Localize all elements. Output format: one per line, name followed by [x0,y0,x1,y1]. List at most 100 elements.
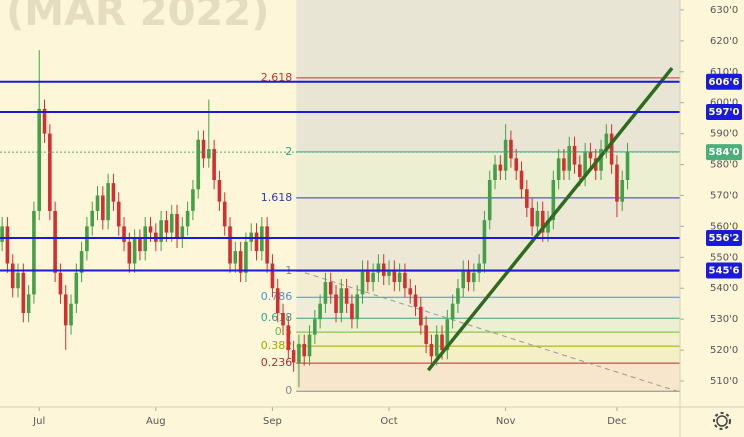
candle-body [535,210,540,227]
candle-body [37,108,42,211]
level-tag [706,262,742,279]
candle-body [196,139,201,190]
candle-body [546,220,550,233]
candle-body [588,152,593,159]
candle-body [32,210,36,295]
candle-body [344,288,349,304]
candle-body [620,179,625,202]
candle-body [222,201,227,227]
candle-body [79,251,84,273]
candle-body [116,201,121,227]
candle-body [42,108,47,134]
candle-body [366,269,370,283]
candle-body [551,179,556,221]
candle-body [572,145,577,165]
candle-body [371,272,375,283]
candle-body [609,133,614,165]
fib-label: 0.618 [261,311,293,324]
candle-body [291,350,296,363]
y-tick-label: 590'0 [710,129,738,140]
candle-body [212,149,216,180]
dashed-line [296,269,681,393]
candle-body [625,152,630,180]
candle-body [323,282,328,304]
candle-body [254,232,259,252]
candle-body [493,164,497,180]
candle-body [69,303,73,326]
y-tick-label: 610'0 [710,67,738,78]
candle-body [318,303,322,320]
candle-body [350,303,354,320]
level-tag [706,103,742,120]
x-tick-label: Sep [263,416,282,427]
candle-body [95,195,100,211]
candle-body [10,263,15,289]
candle-body [456,288,460,304]
candle-body [21,272,26,313]
candle-body [466,269,471,283]
candle-body [53,210,57,273]
level-label: 597'0 [709,107,740,118]
y-tick-label: 600'0 [710,98,738,109]
y-tick-label: 560'0 [710,221,738,232]
candle-body [297,343,301,363]
fib-zone [296,318,680,333]
x-tick-label: Jul [32,416,45,427]
candle-body [58,272,63,295]
settings-icon[interactable] [713,412,731,430]
candle-body [265,226,269,264]
candle-body [339,288,344,313]
x-tick-label: Oct [380,416,397,427]
candle-body [556,158,561,180]
candle-body [599,149,603,171]
candle-body [169,214,174,233]
candle-body [164,220,169,233]
candle-body [217,179,222,202]
fib-zone [296,332,680,347]
fib-label: 0.236 [261,356,293,369]
candle-body [302,343,307,357]
candle-body [270,263,275,289]
fib-zone [296,271,680,298]
candle-body [498,164,503,171]
candle-body [525,189,529,208]
candle-body [281,312,285,326]
candle-body [604,133,609,150]
level-label: 545'6 [709,265,740,276]
candle-body [615,164,619,202]
fib-label: 2 [285,145,292,158]
candle-body [185,210,190,227]
last-price-label: 584'0 [709,147,740,158]
fib-zone [296,297,680,319]
candle-body [5,226,10,264]
candle-body [111,183,116,202]
candle-body [419,306,423,326]
candle-body [122,226,126,242]
candle-body [63,294,68,326]
candle-body [233,251,238,264]
candle-body [387,269,391,276]
candle-body [403,272,407,289]
y-tick-label: 540'0 [710,283,738,294]
level-tag [706,73,742,90]
x-tick-label: Aug [146,416,166,427]
candle-body [275,288,280,313]
candle-body [138,238,142,252]
candle-body [503,139,508,171]
y-tick-label: 550'0 [710,252,738,263]
candle-body [472,272,476,283]
trend-line [426,66,674,372]
candle-body [360,269,365,295]
candle-body [74,272,79,304]
fib-zone [296,0,680,152]
fib-zone [296,346,680,364]
candle-body [132,238,137,264]
candle-body [207,149,211,159]
candle-body [244,241,248,273]
y-tick-label: 630'0 [710,5,738,16]
candle-body [175,214,179,239]
y-tick-label: 580'0 [710,160,738,171]
fib-label: 0 [285,384,292,397]
x-tick-label: Nov [496,416,516,427]
